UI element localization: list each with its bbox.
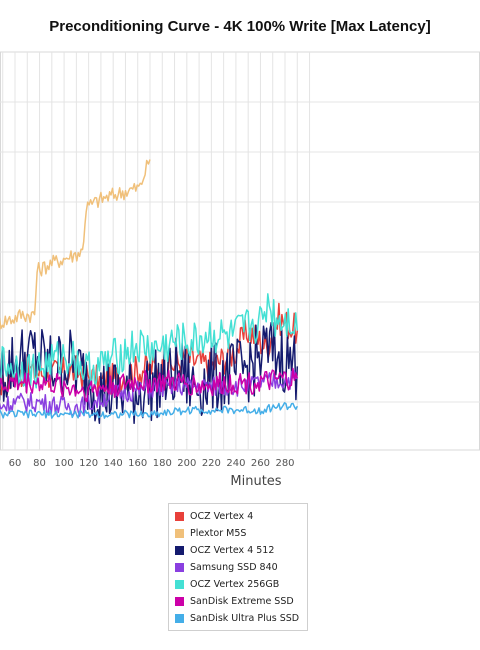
legend-item[interactable]: SanDisk Ultra Plus SSD [175, 610, 307, 627]
legend-item[interactable]: OCZ Vertex 4 [175, 508, 307, 525]
x-tick-label: 280 [275, 458, 294, 469]
series-line-sandisk-ultra-plus-ssd [0, 402, 298, 419]
x-tick-label: 200 [177, 458, 196, 469]
x-tick-label: 240 [226, 458, 245, 469]
series-lines [0, 159, 299, 425]
x-tick-label: 120 [79, 458, 98, 469]
plot-frame [0, 51, 480, 451]
x-tick-label: 220 [202, 458, 221, 469]
chart-title: Preconditioning Curve - 4K 100% Write [M… [49, 18, 431, 35]
legend-swatch [175, 580, 184, 589]
line-chart: 60 80 100 120 140 160 180 200 220 240 260 280 [0, 51, 480, 469]
legend-label: OCZ Vertex 4 [190, 511, 254, 522]
legend-label: SanDisk Ultra Plus SSD [190, 613, 300, 624]
legend-swatch [175, 614, 184, 623]
legend-label: Samsung SSD 840 [190, 562, 278, 573]
legend-label: Plextor M5S [190, 528, 247, 539]
legend-item[interactable]: SanDisk Extreme SSD [175, 593, 307, 610]
x-axis-label: Minutes [230, 474, 282, 489]
x-tick-label: 180 [153, 458, 172, 469]
legend-swatch [175, 597, 184, 606]
x-tick-label: 160 [128, 458, 147, 469]
x-tick-label: 80 [33, 458, 46, 469]
x-tick-labels: 60 80 100 120 140 160 180 200 220 240 260 280 [9, 458, 295, 469]
x-tick-label: 60 [9, 458, 22, 469]
legend-swatch [175, 512, 184, 521]
legend-swatch [175, 546, 184, 555]
legend-swatch [175, 529, 184, 538]
series-line-plextor-m5s [0, 159, 151, 330]
series-line-ocz-vertex-4 [0, 302, 299, 396]
legend-item[interactable]: OCZ Vertex 256GB [175, 576, 307, 593]
series-line-samsung-ssd-840 [0, 370, 298, 417]
legend-label: OCZ Vertex 256GB [190, 579, 280, 590]
legend-label: OCZ Vertex 4 512 [190, 545, 275, 556]
series-line-ocz-vertex-4-512 [0, 321, 299, 425]
x-tick-label: 140 [104, 458, 123, 469]
x-tick-label: 260 [251, 458, 270, 469]
legend-item[interactable]: Plextor M5S [175, 525, 307, 542]
x-tick-label: 100 [55, 458, 74, 469]
series-line-sandisk-extreme-ssd [0, 367, 299, 403]
legend-item[interactable]: OCZ Vertex 4 512 [175, 542, 307, 559]
series-line-ocz-vertex-256gb [0, 293, 299, 390]
legend-swatch [175, 563, 184, 572]
legend: OCZ Vertex 4 Plextor M5S OCZ Vertex 4 512 S… [168, 503, 308, 631]
legend-item[interactable]: Samsung SSD 840 [175, 559, 307, 576]
legend-label: SanDisk Extreme SSD [190, 596, 294, 607]
